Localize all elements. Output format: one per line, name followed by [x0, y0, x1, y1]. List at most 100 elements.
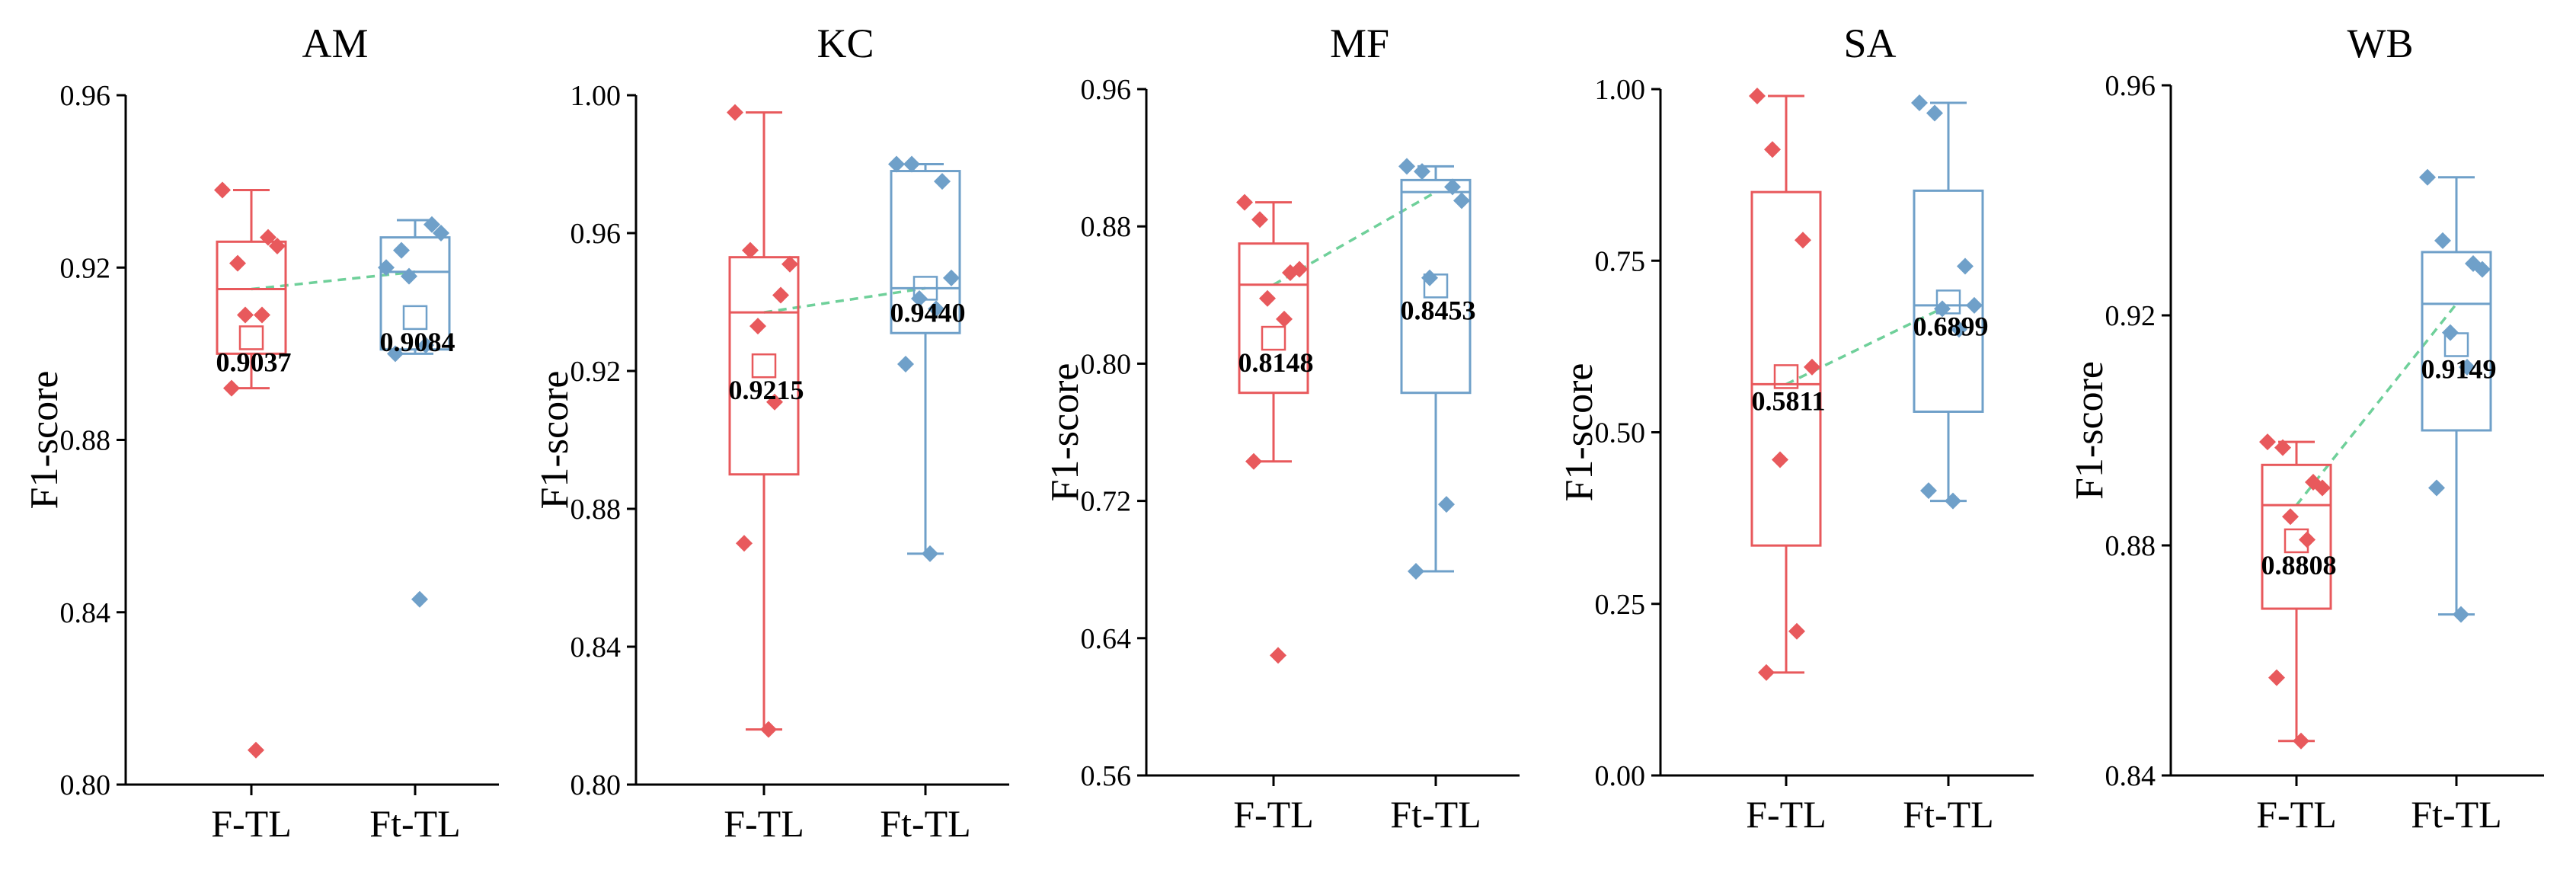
data-point — [1414, 163, 1430, 181]
box-ft-tl: 0.8453 — [1398, 158, 1476, 580]
y-axis-label: F1-score — [23, 371, 66, 510]
data-point — [2474, 261, 2491, 278]
mean-marker — [751, 353, 777, 379]
y-axis-label: F1-score — [533, 371, 577, 510]
box-ft-tl: 0.9084 — [378, 216, 455, 608]
panel-kc: KC F1-score 0.80 0.84 0.88 0.92 0.96 1.00 F-TL Ft… — [533, 21, 1009, 845]
mean-label: 0.8808 — [2261, 550, 2337, 580]
data-point — [2453, 606, 2469, 623]
mean-label: 0.9084 — [380, 327, 455, 357]
y-tick-label: 0.00 — [1595, 760, 1646, 792]
data-point — [943, 269, 960, 286]
data-point — [2299, 531, 2316, 548]
iqr-box — [728, 256, 800, 476]
y-tick-label: 0.88 — [60, 425, 111, 457]
data-point — [1934, 300, 1951, 318]
data-point — [749, 318, 766, 335]
mean-marker — [1261, 325, 1286, 351]
y-axis-label: F1-score — [2068, 361, 2111, 500]
mean-label: 0.9149 — [2421, 354, 2497, 385]
iqr-box — [890, 170, 961, 334]
box-f-tl: 0.5811 — [1749, 88, 1826, 681]
mean-label: 0.6899 — [1913, 311, 1989, 341]
box-ft-tl: 0.9149 — [2419, 168, 2497, 623]
mean-marker — [1423, 273, 1449, 299]
data-point — [411, 590, 428, 608]
data-point — [214, 181, 231, 199]
data-point — [1236, 193, 1253, 211]
panel-sa: SA F1-score 0.00 0.25 0.50 0.75 1.00 F-TL Ft-TL 0… — [1558, 21, 2034, 836]
chart-title: MF — [1330, 21, 1389, 66]
iqr-box — [2261, 463, 2332, 610]
data-point — [1408, 562, 1424, 580]
y-tick-label: 0.96 — [570, 218, 622, 250]
data-point — [2442, 324, 2459, 341]
chart-title: WB — [2347, 21, 2414, 66]
y-tick-label: 1.00 — [570, 80, 622, 112]
data-point — [401, 267, 417, 285]
data-point — [1444, 178, 1461, 196]
mean-label: 0.9215 — [729, 375, 804, 405]
data-point — [1398, 158, 1415, 175]
y-axis-label: F1-score — [1044, 363, 1087, 502]
y-tick-label: 0.75 — [1595, 245, 1646, 277]
x-tick-label: F-TL — [724, 802, 804, 845]
data-point — [766, 393, 783, 411]
y-tick-label: 0.96 — [1081, 74, 1132, 106]
data-point — [934, 173, 951, 190]
data-point — [1259, 289, 1276, 307]
y-tick-label: 0.88 — [1081, 211, 1132, 243]
data-point — [928, 300, 944, 318]
data-point — [1957, 257, 1974, 275]
x-tick-label: Ft-TL — [880, 802, 970, 845]
data-point — [897, 355, 914, 372]
y-tick-label: 0.88 — [2105, 530, 2156, 562]
data-point — [2434, 232, 2451, 249]
y-tick-label: 0.88 — [570, 494, 622, 526]
data-point — [1453, 192, 1470, 209]
data-point — [2282, 508, 2299, 526]
y-tick-label: 0.96 — [2105, 70, 2156, 102]
data-point — [1764, 141, 1781, 158]
panel-mf: MF F1-score 0.56 0.64 0.72 0.80 0.88 0.96 F-TL Ft… — [1044, 21, 1520, 836]
data-point — [1911, 94, 1928, 112]
y-tick-label: 0.84 — [570, 631, 622, 663]
x-tick-label: F-TL — [1233, 793, 1314, 836]
x-tick-label: Ft-TL — [369, 802, 460, 845]
data-point — [1270, 647, 1286, 664]
data-point — [1945, 492, 1961, 510]
data-point — [1251, 211, 1268, 229]
y-tick-label: 0.92 — [570, 356, 622, 388]
data-point — [736, 535, 753, 552]
box-f-tl: 0.9215 — [727, 104, 804, 738]
y-axis-label: F1-score — [1558, 363, 1601, 502]
data-point — [1795, 232, 1811, 249]
box-f-tl: 0.8808 — [2259, 433, 2337, 750]
mean-marker — [402, 305, 428, 331]
box-ft-tl: 0.9440 — [888, 155, 966, 562]
box-f-tl: 0.9037 — [214, 181, 292, 759]
data-point — [1966, 296, 1983, 314]
data-point — [727, 104, 743, 121]
mean-marker — [1935, 289, 1961, 315]
data-point — [223, 379, 240, 397]
y-tick-label: 0.92 — [60, 252, 111, 284]
y-tick-label: 0.80 — [1081, 348, 1132, 380]
data-point — [2268, 669, 2285, 686]
data-point — [378, 259, 395, 277]
data-point — [888, 155, 905, 173]
mean-label: 0.5811 — [1751, 385, 1825, 416]
median-trend-line — [251, 270, 416, 291]
chart-title: KC — [817, 21, 874, 66]
iqr-box — [1913, 189, 1984, 413]
y-tick-label: 0.25 — [1595, 589, 1646, 621]
mean-label: 0.8453 — [1401, 295, 1476, 325]
data-point — [1421, 269, 1438, 286]
mean-marker — [238, 325, 264, 350]
data-point — [2314, 479, 2331, 497]
data-point — [1772, 451, 1788, 468]
y-tick-label: 0.84 — [60, 597, 111, 629]
data-point — [387, 345, 404, 363]
y-tick-label: 0.72 — [1081, 486, 1132, 518]
y-tick-label: 0.84 — [2105, 760, 2156, 792]
